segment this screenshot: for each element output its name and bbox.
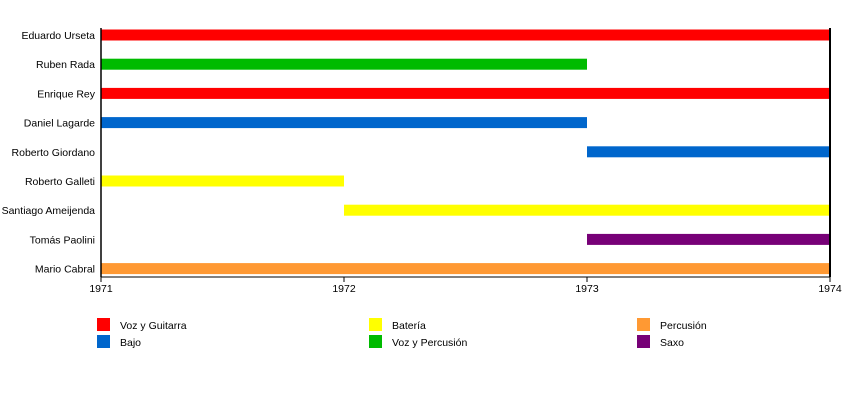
member-labels: Eduardo Urseta Ruben Rada Enrique Rey Danie…	[2, 30, 96, 276]
member-bar	[587, 233, 830, 245]
member-name-label: Santiago Ameijenda	[2, 205, 96, 217]
member-bar	[101, 263, 830, 275]
member-bar	[101, 58, 587, 70]
x-axis: 1971 1972 1973 1974	[89, 28, 842, 295]
legend: Voz y Guitarra Bajo Batería Voz y Percusión…	[97, 318, 707, 349]
member-name-label: Roberto Giordano	[12, 147, 96, 159]
legend-label: Saxo	[660, 337, 684, 349]
member-bar	[587, 146, 830, 158]
legend-swatch	[369, 335, 382, 348]
x-tick-label: 1973	[575, 283, 599, 295]
member-bar	[101, 117, 587, 129]
member-bar	[344, 204, 830, 216]
member-name-label: Daniel Lagarde	[24, 118, 95, 130]
x-tick-label: 1974	[818, 283, 842, 295]
member-name-label: Roberto Galleti	[25, 176, 95, 188]
member-name-label: Ruben Rada	[36, 59, 95, 71]
member-bar	[101, 87, 830, 99]
member-name-label: Enrique Rey	[37, 88, 96, 100]
legend-label: Voz y Percusión	[392, 337, 467, 349]
legend-swatch	[637, 335, 650, 348]
member-name-label: Mario Cabral	[35, 264, 95, 276]
member-name-label: Eduardo Urseta	[21, 30, 95, 42]
x-tick-label: 1971	[89, 283, 113, 295]
member-bar	[101, 175, 344, 187]
legend-label: Percusión	[660, 320, 707, 332]
legend-label: Voz y Guitarra	[120, 320, 187, 332]
legend-swatch	[637, 318, 650, 331]
member-bar	[101, 29, 830, 41]
legend-swatch	[369, 318, 382, 331]
legend-swatch	[97, 318, 110, 331]
legend-label: Batería	[392, 320, 426, 332]
member-name-label: Tomás Paolini	[30, 234, 95, 246]
legend-label: Bajo	[120, 337, 141, 349]
x-tick-label: 1972	[332, 283, 356, 295]
member-bars	[101, 29, 830, 275]
legend-swatch	[97, 335, 110, 348]
